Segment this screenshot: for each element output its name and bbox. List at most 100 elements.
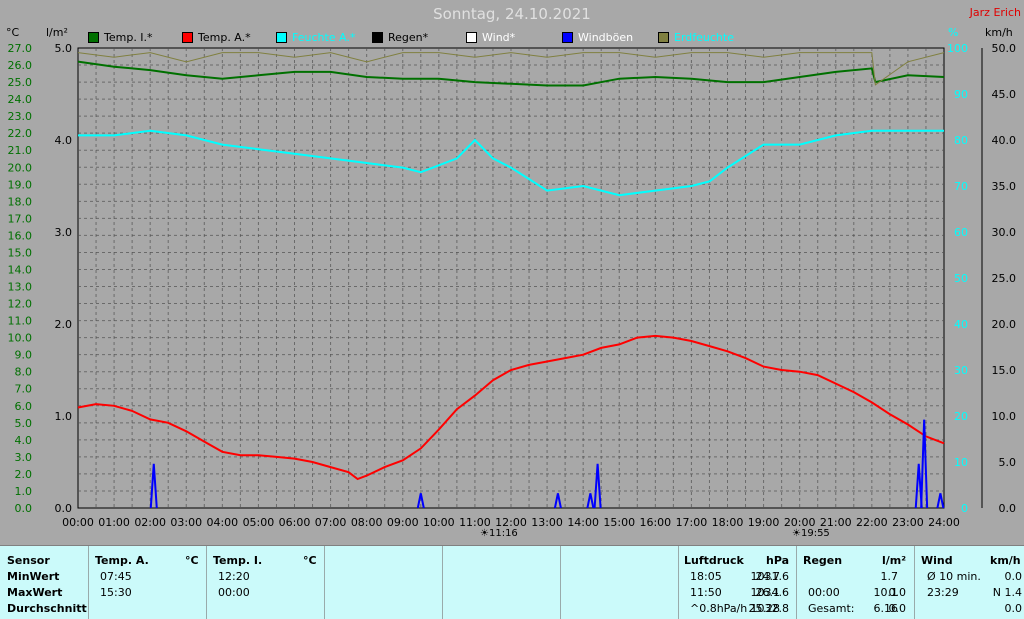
legend-item: Temp. A.* [182,31,251,44]
rain-tick-label: 5.0 [55,42,73,55]
x-tick-label: 12:00 [495,516,527,529]
wind-tick-label: 25.0 [992,272,1017,285]
x-tick-label: 10:00 [423,516,455,529]
stats-cell-temp-i-time: 00:00 [218,586,250,599]
humidity-tick-label: 70 [954,180,968,193]
stats-cell-p-time: 11:50 [690,586,722,599]
stats-cell-w-time: 23:29 [927,586,959,599]
sunset-marker: ☀19:55 [792,528,830,539]
header-rain-unit: l/m² [882,554,907,567]
temp-tick-label: 13.0 [8,281,33,294]
temp-tick-label: 19.0 [8,178,33,191]
temp-tick-label: 3.0 [15,451,33,464]
stats-cell-label: MaxWert [7,586,63,599]
series-temp-a [77,334,945,481]
humidity-tick-label: 30 [954,364,968,377]
x-tick-label: 23:00 [892,516,924,529]
header-temp-i: Temp. I. [213,554,263,567]
temp-tick-label: 15.0 [8,246,33,259]
header-wind: Wind [921,554,953,567]
wind-tick-label: 15.0 [992,364,1017,377]
x-tick-label: 02:00 [134,516,166,529]
stats-cell-r-time: 00:00 [808,586,840,599]
x-tick-label: 24:00 [928,516,960,529]
temp-tick-label: 4.0 [15,434,33,447]
temp-tick-label: 20.0 [8,161,33,174]
stats-cell-temp-a-val: 6.16 [873,602,899,615]
rain-tick-label: 3.0 [55,226,73,239]
legend-item: Feuchte A.* [276,31,355,44]
wind-gust-spike [920,419,929,509]
humidity-tick-label: 40 [954,318,968,331]
legend-item: Wind* [466,31,515,44]
temp-tick-label: 16.0 [8,229,33,242]
temp-tick-label: 25.0 [8,76,33,89]
wind-tick-label: 50.0 [992,42,1017,55]
wind-tick-label: 45.0 [992,88,1017,101]
temp-tick-label: 26.0 [8,59,33,72]
chart-title: Sonntag, 24.10.2021 [433,5,591,23]
stats-cell-temp-i-val: 24.7 [755,570,781,583]
wind-gust-spike [586,493,595,509]
stats-cell-label: MinWert [7,570,60,583]
temp-tick-label: 0.0 [15,502,33,515]
x-tick-label: 06:00 [279,516,311,529]
temp-tick-label: 8.0 [15,366,33,379]
x-tick-label: 05:00 [243,516,275,529]
humidity-tick-label: 100 [947,42,968,55]
temp-tick-label: 9.0 [15,349,33,362]
humidity-tick-label: 90 [954,88,968,101]
legend-item: Erdfeuchte [658,31,734,44]
humidity-tick-label: 20 [954,410,968,423]
temp-tick-label: 12.0 [8,298,33,311]
x-tick-label: 00:00 [62,516,94,529]
x-tick-label: 11:00 [459,516,491,529]
legend-label: Regen* [388,31,429,44]
header-pressure: Luftdruck [684,554,744,567]
sunset-time: 19:55 [800,528,830,539]
temp-tick-label: 1.0 [15,485,33,498]
temp-tick-label: 5.0 [15,417,33,430]
temp-tick-label: 22.0 [8,127,33,140]
humidity-tick-label: 60 [954,226,968,239]
weather-chart: 0.0 1.0 2.0 3.0 4.0 5.0 6.0 7.0 8.0 9.0 10.0 11.0 12… [8,42,1017,529]
stats-table: Sensor Temp. A. °C Temp. I. °C Luftdruck… [0,545,1024,619]
legend-swatch [88,32,99,43]
unit-humidity-label: % [948,26,959,39]
x-tick-label: 22:00 [856,516,888,529]
legend-swatch [182,32,193,43]
temp-tick-label: 2.0 [15,468,33,481]
temp-tick-label: 7.0 [15,383,33,396]
legend-label: Windböen [578,31,634,44]
temp-tick-label: 10.0 [8,332,33,345]
unit-wind-label: km/h [985,26,1013,39]
rain-tick-label: 4.0 [55,134,73,147]
temp-tick-label: 6.0 [15,400,33,413]
wind-tick-label: 30.0 [992,226,1017,239]
x-tick-label: 20:00 [784,516,816,529]
temp-tick-label: 27.0 [8,42,33,55]
x-tick-label: 14:00 [567,516,599,529]
stats-cell-w-time: Ø 10 min. [927,570,981,583]
x-tick-label: 04:00 [206,516,238,529]
stats-cell-r-time: Gesamt: [808,602,855,615]
unit-temp-label: °C [6,26,20,39]
humidity-tick-label: 0 [961,502,968,515]
x-tick-label: 17:00 [676,516,708,529]
header-pressure-unit: hPa [766,554,790,567]
legend-swatch [372,32,383,43]
rain-tick-label: 2.0 [55,318,73,331]
x-tick-label: 18:00 [712,516,744,529]
stats-cell-w-val: N 1.4 [992,586,1022,599]
series-temp-i [77,60,945,87]
wind-gust-spike [936,493,945,509]
x-tick-label: 07:00 [315,516,347,529]
header-temp-a: Temp. A. [95,554,149,567]
stats-cell-temp-i-val: 26.1 [755,586,781,599]
x-tick-label: 03:00 [170,516,202,529]
header-rain: Regen [803,554,843,567]
series-feuchte-a [78,129,944,197]
rain-tick-label: 0.0 [55,502,73,515]
humidity-tick-label: 10 [954,456,968,469]
stats-cell-temp-a-val: 1.7 [880,570,899,583]
